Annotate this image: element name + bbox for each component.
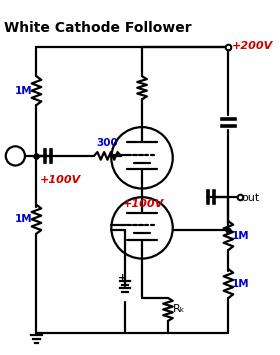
Text: Rₖ: Rₖ xyxy=(173,305,185,315)
Text: 1M: 1M xyxy=(15,214,33,224)
Text: 1M: 1M xyxy=(232,230,250,241)
Text: 1M: 1M xyxy=(15,86,33,95)
Text: White Cathode Follower: White Cathode Follower xyxy=(4,21,192,34)
Text: +100V: +100V xyxy=(123,199,164,209)
Text: out: out xyxy=(242,193,260,203)
Text: +100V: +100V xyxy=(40,175,81,185)
Text: +200V: +200V xyxy=(232,40,274,50)
Text: +: + xyxy=(118,273,127,283)
Text: 1M: 1M xyxy=(232,279,250,289)
Text: 300: 300 xyxy=(97,138,118,148)
